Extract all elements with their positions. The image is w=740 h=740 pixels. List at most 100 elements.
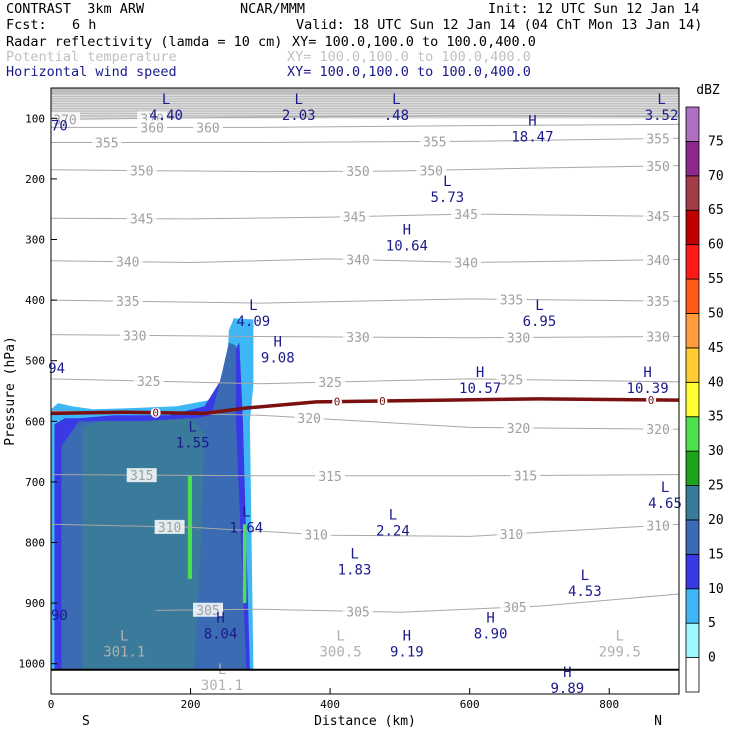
- colorbar-swatch: [685, 106, 700, 142]
- x-tick-label: 600: [460, 698, 480, 711]
- theta-label-bg: [315, 375, 346, 390]
- theta-contour-355: [51, 137, 679, 143]
- colorbar-level-label: 60: [708, 238, 724, 253]
- theta-label-bg: [112, 254, 143, 269]
- theta-label-bg: [51, 112, 80, 127]
- theta-label-335: 335: [116, 295, 139, 310]
- fcst-label: Fcst:: [6, 17, 47, 33]
- theta-label-335: 335: [646, 295, 669, 310]
- theta-label-bg: [643, 158, 674, 173]
- theta-label-345: 345: [454, 208, 477, 223]
- wind-extremum-kind: L: [581, 568, 589, 584]
- wind-extremum-kind: L: [661, 480, 669, 496]
- theta-label-bg: [503, 420, 534, 435]
- y-tick-label: 500: [25, 355, 45, 368]
- colorbar-level-label: 65: [708, 203, 724, 218]
- theta-label-bg: [137, 120, 168, 135]
- theta-label-bg: [343, 604, 374, 619]
- theta-label-370: 370: [53, 113, 76, 128]
- x-axis-label: Distance (km): [314, 714, 416, 729]
- theta-label-bg: [193, 602, 223, 617]
- theta-label-bg: [419, 134, 450, 149]
- plot-frame: [50, 87, 680, 695]
- wind-extremum-value: 1.83: [338, 563, 372, 579]
- x-tick-label: 0: [48, 698, 55, 711]
- wind-extremum-value: 301.1: [201, 678, 243, 694]
- freezing-label-bg: [150, 407, 161, 418]
- fcst-value: 6 h: [72, 17, 97, 33]
- theta-label-355: 355: [646, 133, 669, 148]
- theta-label-305: 305: [196, 604, 219, 619]
- field2-name: Potential temperature: [6, 49, 177, 65]
- y-tick-label: 200: [25, 173, 45, 186]
- wind-extremum-value: 8.90: [474, 626, 508, 642]
- y-tick-label: 700: [25, 476, 45, 489]
- colorbar-swatch: [685, 519, 700, 555]
- theta-label-bg: [339, 209, 370, 224]
- colorbar-level-label: 15: [708, 547, 724, 562]
- colorbar-level-label: 25: [708, 479, 724, 494]
- theta-label-310: 310: [304, 528, 327, 543]
- theta-label-bg: [643, 294, 674, 309]
- y-tick-label: 600: [25, 415, 45, 428]
- colorbar-level-label: 10: [708, 582, 724, 597]
- theta-label-355: 355: [423, 136, 446, 151]
- wind-extremum-value: 10.39: [627, 381, 669, 397]
- theta-label-bg: [416, 163, 447, 178]
- wind-extremum-kind: L: [162, 92, 170, 108]
- theta-label-bg: [301, 527, 332, 542]
- wind-extremum-value: 10.57: [459, 381, 501, 397]
- colorbar-swatch: [685, 485, 700, 521]
- theta-label-340: 340: [116, 256, 139, 271]
- colorbar-level-label: 45: [708, 341, 724, 356]
- reflectivity-layer: [51, 88, 679, 670]
- theta-label-bg: [133, 374, 164, 389]
- reflectivity-region-20dbz: [82, 418, 205, 670]
- colorbar-swatch: [685, 347, 700, 383]
- theta-label-bg: [119, 328, 150, 343]
- theta-label-350: 350: [346, 165, 369, 180]
- x-tick-label: 200: [181, 698, 201, 711]
- theta-label-310: 310: [158, 521, 181, 536]
- theta-label-345: 345: [646, 210, 669, 225]
- colorbar-unit: dBZ: [696, 83, 720, 98]
- theta-label-320: 320: [507, 422, 530, 437]
- x-tick-label: 400: [320, 698, 340, 711]
- wind-extremum-value: 6.95: [523, 314, 557, 330]
- theta-label-330: 330: [646, 331, 669, 346]
- theta-label-bg: [643, 329, 674, 344]
- theta-label-bg: [451, 255, 482, 270]
- colorbar-swatch: [685, 416, 700, 452]
- colorbar-level-label: 55: [708, 272, 724, 287]
- wind-extremum-kind: L: [336, 628, 344, 644]
- wind-extremum-value: 9.89: [550, 681, 584, 697]
- theta-label-345: 345: [343, 211, 366, 226]
- wind-extremum-kind: H: [643, 365, 651, 381]
- theta-label-360: 360: [140, 121, 163, 136]
- wind-extremum-value: 300.5: [319, 644, 361, 660]
- colorbar-level-label: 50: [708, 306, 724, 321]
- x-tick-label: 800: [599, 698, 619, 711]
- wind-extremum-value: 10.64: [386, 238, 428, 254]
- colorbar-swatch: [685, 588, 700, 624]
- wind-extremum-kind: L: [294, 92, 302, 108]
- theta-contour-335: [51, 298, 679, 304]
- theta-label-bg: [343, 330, 374, 345]
- wind-extremum-value: 4.40: [149, 108, 183, 124]
- colorbar-swatch: [685, 622, 700, 658]
- colorbar-level-label: 20: [708, 513, 724, 528]
- theta-label-345: 345: [130, 213, 153, 228]
- wind-extremum-kind: L: [535, 298, 543, 314]
- theta-label-bg: [500, 600, 531, 615]
- freezing-level-layer: 0 0 0 0: [51, 394, 679, 420]
- wind-extremum-kind: H: [216, 610, 224, 626]
- freezing-label-bg: [646, 394, 657, 405]
- theta-label-315: 315: [514, 470, 537, 485]
- theta-label-320: 320: [646, 423, 669, 438]
- field2-xy: XY= 100.0,100.0 to 100.0,400.0: [287, 49, 531, 65]
- chart-header: CONTRAST 3km ARW NCAR/MMM Init: 12 UTC S…: [0, 0, 740, 90]
- theta-label-bg: [643, 518, 674, 533]
- wind-extremum-value: 299.5: [599, 644, 641, 660]
